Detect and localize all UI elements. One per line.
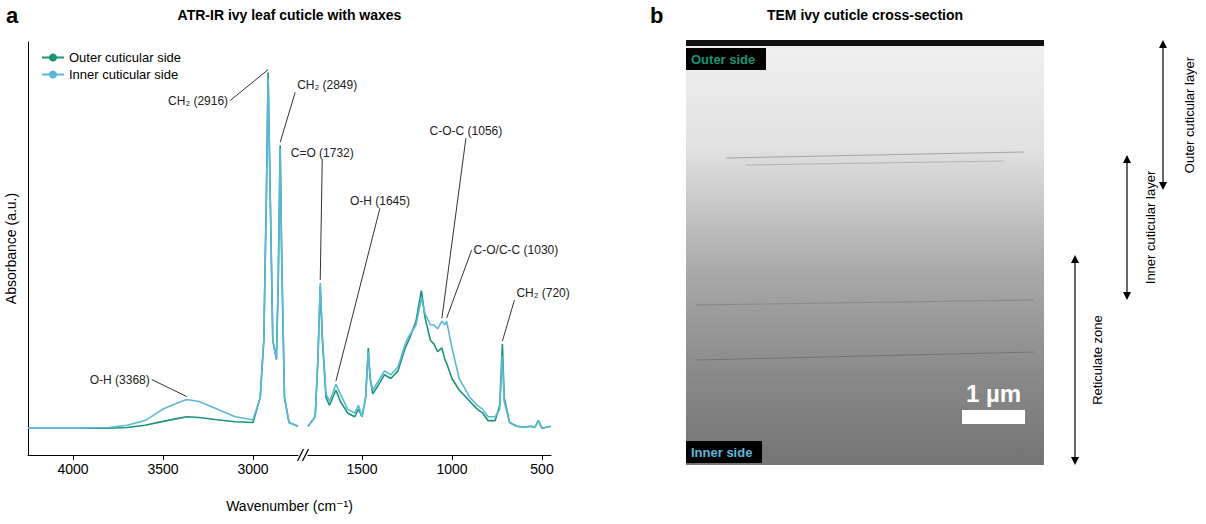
svg-text:C-O/C-C (1030): C-O/C-C (1030) <box>474 243 559 257</box>
svg-text:O-H (3368): O-H (3368) <box>90 373 150 387</box>
svg-text:a: a <box>6 3 19 28</box>
svg-text:ATR-IR ivy leaf cuticle with w: ATR-IR ivy leaf cuticle with waxes <box>178 7 402 23</box>
svg-text:1 µm: 1 µm <box>966 380 1021 407</box>
svg-text:CH₂ (2849): CH₂ (2849) <box>297 78 357 92</box>
svg-text:Inner side: Inner side <box>691 445 752 460</box>
svg-text:1500: 1500 <box>346 461 377 477</box>
svg-text:CH₂ (2916): CH₂ (2916) <box>168 94 228 108</box>
svg-text:3500: 3500 <box>147 461 178 477</box>
svg-text:Inner cuticular layer: Inner cuticular layer <box>1143 170 1158 284</box>
svg-text:C-O-C (1056): C-O-C (1056) <box>430 124 503 138</box>
svg-text:4000: 4000 <box>57 461 88 477</box>
svg-text:Inner cuticular side: Inner cuticular side <box>69 67 178 82</box>
svg-text:Outer side: Outer side <box>691 52 755 67</box>
svg-text:CH₂ (720): CH₂ (720) <box>516 286 569 300</box>
svg-text:Outer cuticular side: Outer cuticular side <box>69 50 181 65</box>
svg-text:O-H (1645): O-H (1645) <box>350 194 410 208</box>
svg-text:Absorbance (a.u.): Absorbance (a.u.) <box>3 193 19 304</box>
svg-text:Reticulate zone: Reticulate zone <box>1090 315 1105 405</box>
svg-text:TEM ivy cuticle cross-section: TEM ivy cuticle cross-section <box>767 7 963 23</box>
svg-text:Wavenumber (cm⁻¹): Wavenumber (cm⁻¹) <box>226 498 353 514</box>
svg-text:3000: 3000 <box>237 461 268 477</box>
svg-text:500: 500 <box>530 461 554 477</box>
svg-text:Outer cuticular layer: Outer cuticular layer <box>1182 56 1197 173</box>
svg-text:C=O (1732): C=O (1732) <box>291 146 354 160</box>
svg-text:1000: 1000 <box>436 461 467 477</box>
svg-text:b: b <box>650 3 663 28</box>
